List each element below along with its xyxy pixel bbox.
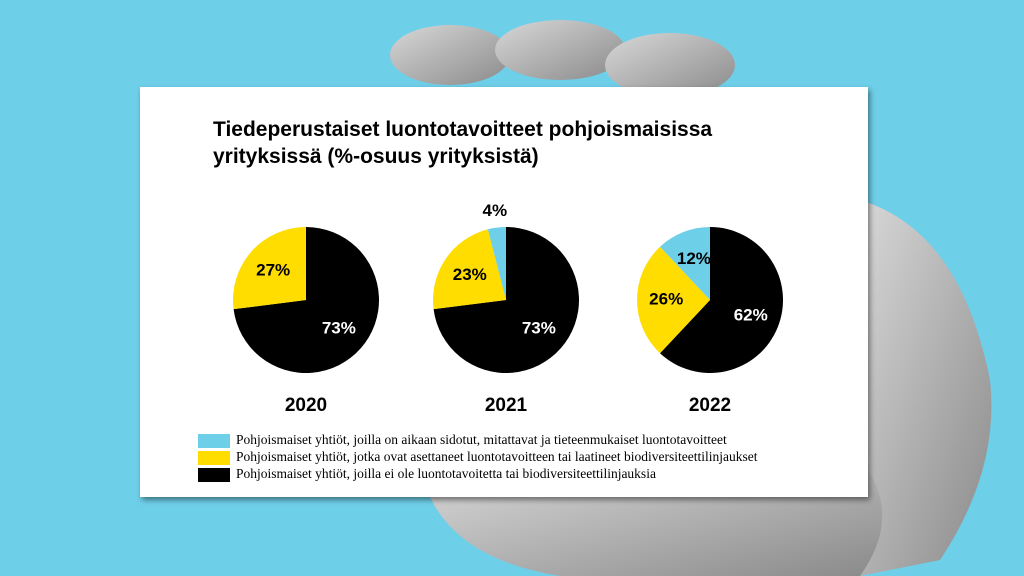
legend-label: Pohjoismaiset yhtiöt, joilla ei ole luon…	[236, 466, 656, 481]
legend-label: Pohjoismaiset yhtiöt, jotka ovat asettan…	[236, 449, 758, 464]
slice-label: 27%	[256, 261, 290, 280]
pie-slice	[487, 227, 506, 300]
slice-label: 23%	[453, 265, 487, 284]
pie-slice	[637, 246, 710, 354]
pie-title: 2022	[689, 395, 731, 416]
slice-label: 12%	[677, 249, 711, 268]
pie-slice	[660, 227, 710, 300]
legend-swatch	[198, 434, 230, 448]
hand	[390, 20, 992, 576]
legend-swatch	[198, 468, 230, 482]
slice-label: 62%	[734, 306, 768, 325]
pie-slice	[660, 227, 783, 374]
chart-title: Tiedeperustaiset luontotavoitteet pohjoi…	[213, 118, 713, 168]
pie-slice	[433, 229, 506, 310]
slice-label: 73%	[322, 318, 356, 337]
slice-label: 4%	[483, 201, 508, 220]
pie-slice	[433, 227, 579, 374]
legend-swatch	[198, 451, 230, 465]
pie-title: 2020	[285, 395, 327, 416]
pie-title: 2021	[485, 395, 528, 416]
slice-label: 26%	[649, 289, 683, 308]
legend-label: Pohjoismaiset yhtiöt, joilla on aikaan s…	[236, 432, 727, 447]
slice-label: 73%	[522, 318, 556, 337]
pie-slice	[233, 227, 379, 374]
pie-slice	[232, 227, 306, 310]
